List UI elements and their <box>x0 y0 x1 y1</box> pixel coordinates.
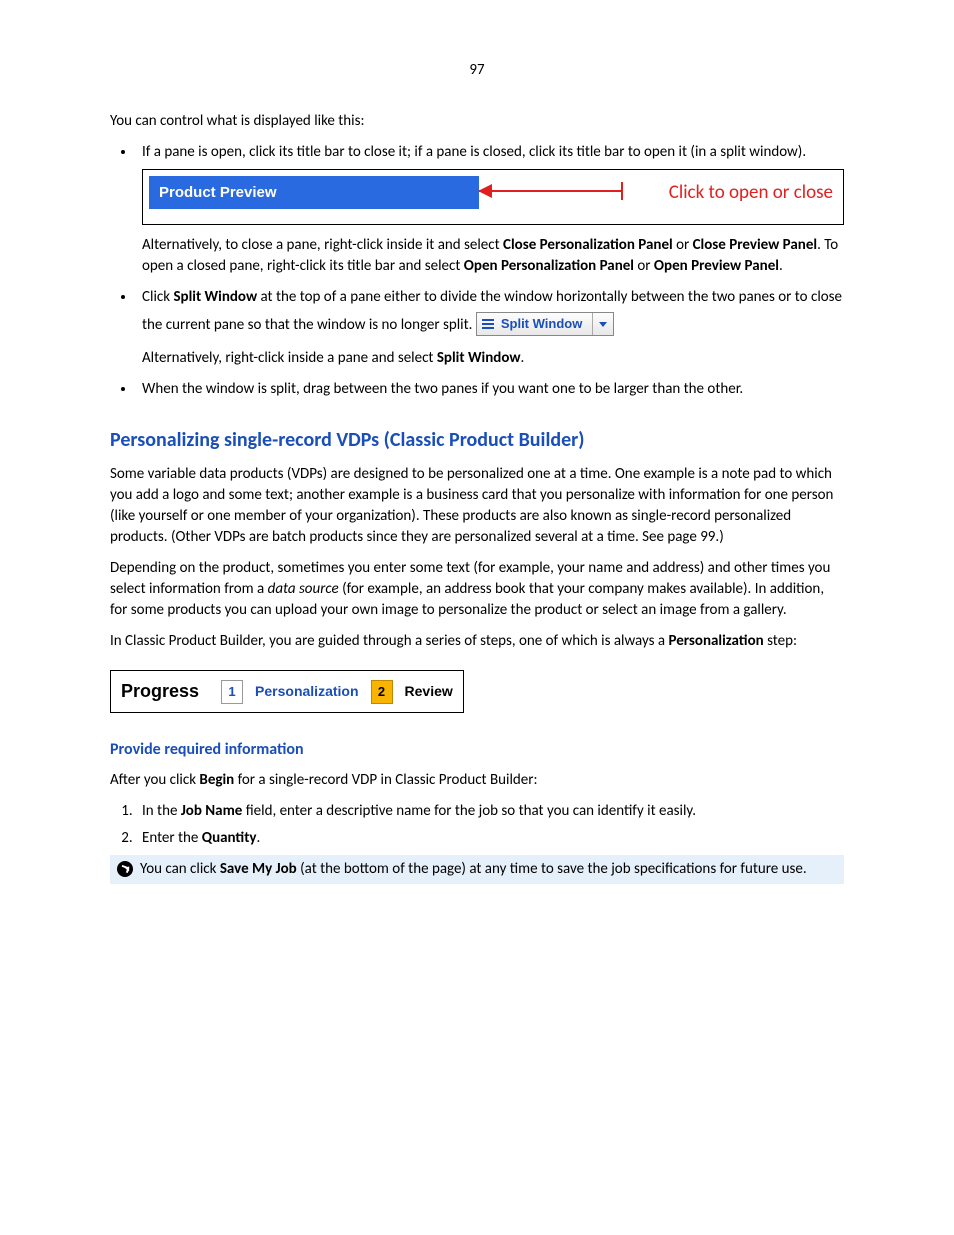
txt: Alternatively, to close a pane, right-cl… <box>142 236 503 254</box>
callout-arrow: Click to open or close <box>479 176 837 218</box>
txt: Click <box>142 288 173 306</box>
product-preview-figure: Product Preview Click to open or close <box>142 169 844 225</box>
step-1-label: Personalization <box>255 682 358 702</box>
txt: Enter the <box>142 829 202 847</box>
progress-label: Progress <box>121 679 199 704</box>
txt: field, enter a descriptive name for the … <box>242 802 696 820</box>
txt-bold: Split Window <box>437 349 521 367</box>
tip-arrow-icon <box>117 861 133 877</box>
arrow-vertical <box>621 182 623 200</box>
chevron-down-icon <box>599 322 607 327</box>
bullet-2: Click Split Window at the top of a pane … <box>136 287 844 369</box>
txt-bold: Close Preview Panel <box>693 236 817 254</box>
para-1: Some variable data products (VDPs) are d… <box>110 464 844 548</box>
arrow-label: Click to open or close <box>669 180 833 207</box>
split-window-dropdown[interactable] <box>592 313 613 335</box>
txt: You can click <box>140 860 220 878</box>
txt: step: <box>764 632 797 650</box>
alt-split-text: Alternatively, right-click inside a pane… <box>142 348 844 369</box>
txt-bold: Open Personalization Panel <box>464 257 634 275</box>
arrow-line <box>479 190 623 192</box>
after-begin-text: After you click Begin for a single-recor… <box>110 770 844 791</box>
split-window-button[interactable]: Split Window <box>476 312 614 336</box>
txt-bold: Split Window <box>173 288 257 306</box>
txt: (at the bottom of the page) at any time … <box>297 860 807 878</box>
tip-callout: You can click Save My Job (at the bottom… <box>110 855 844 884</box>
txt-bold: Begin <box>199 771 234 789</box>
product-preview-titlebar[interactable]: Product Preview <box>149 176 479 209</box>
intro-text: You can control what is displayed like t… <box>110 111 844 132</box>
tip-text: You can click Save My Job (at the bottom… <box>140 859 838 880</box>
txt: In the <box>142 802 181 820</box>
txt: . <box>779 257 783 275</box>
txt: . <box>521 349 525 367</box>
step-2-number: 2 <box>371 680 393 704</box>
split-window-label: Split Window <box>499 313 592 335</box>
numbered-steps: In the Job Name field, enter a descripti… <box>110 801 844 849</box>
txt-bold: Save My Job <box>220 860 297 878</box>
step-2-label: Review <box>405 682 453 702</box>
bullet-1-text: If a pane is open, click its title bar t… <box>142 143 806 161</box>
txt-bold: Open Preview Panel <box>654 257 779 275</box>
tip-icon-cell <box>110 859 140 877</box>
txt: for a single-record VDP in Classic Produ… <box>234 771 537 789</box>
txt-bold: Job Name <box>181 802 243 820</box>
hamburger-icon <box>482 319 494 329</box>
step-1: In the Job Name field, enter a descripti… <box>136 801 844 822</box>
bullet-3-text: When the window is split, drag between t… <box>142 380 743 398</box>
bullet-3: When the window is split, drag between t… <box>136 379 844 400</box>
txt: Alternatively, right-click inside a pane… <box>142 349 437 367</box>
progress-steps-figure: Progress 1 Personalization 2 Review <box>110 670 464 713</box>
txt: or <box>634 257 654 275</box>
alt-close-open-text: Alternatively, to close a pane, right-cl… <box>142 235 844 277</box>
txt: . <box>257 829 261 847</box>
bullet-1: If a pane is open, click its title bar t… <box>136 142 844 277</box>
para-2: Depending on the product, sometimes you … <box>110 558 844 621</box>
para-3: In Classic Product Builder, you are guid… <box>110 631 844 652</box>
subheading: Provide required information <box>110 739 844 761</box>
txt: In Classic Product Builder, you are guid… <box>110 632 668 650</box>
section-heading: Personalizing single-record VDPs (Classi… <box>110 426 844 454</box>
control-bullets: If a pane is open, click its title bar t… <box>110 142 844 400</box>
txt: or <box>673 236 693 254</box>
txt-italic: data source <box>268 580 339 598</box>
step-1-number: 1 <box>221 680 243 704</box>
split-window-icon <box>477 313 499 335</box>
txt-bold: Personalization <box>668 632 763 650</box>
page-number: 97 <box>110 60 844 81</box>
txt-bold: Quantity <box>202 829 257 847</box>
txt-bold: Close Personalization Panel <box>503 236 673 254</box>
step-2: Enter the Quantity. <box>136 828 844 849</box>
txt: After you click <box>110 771 199 789</box>
